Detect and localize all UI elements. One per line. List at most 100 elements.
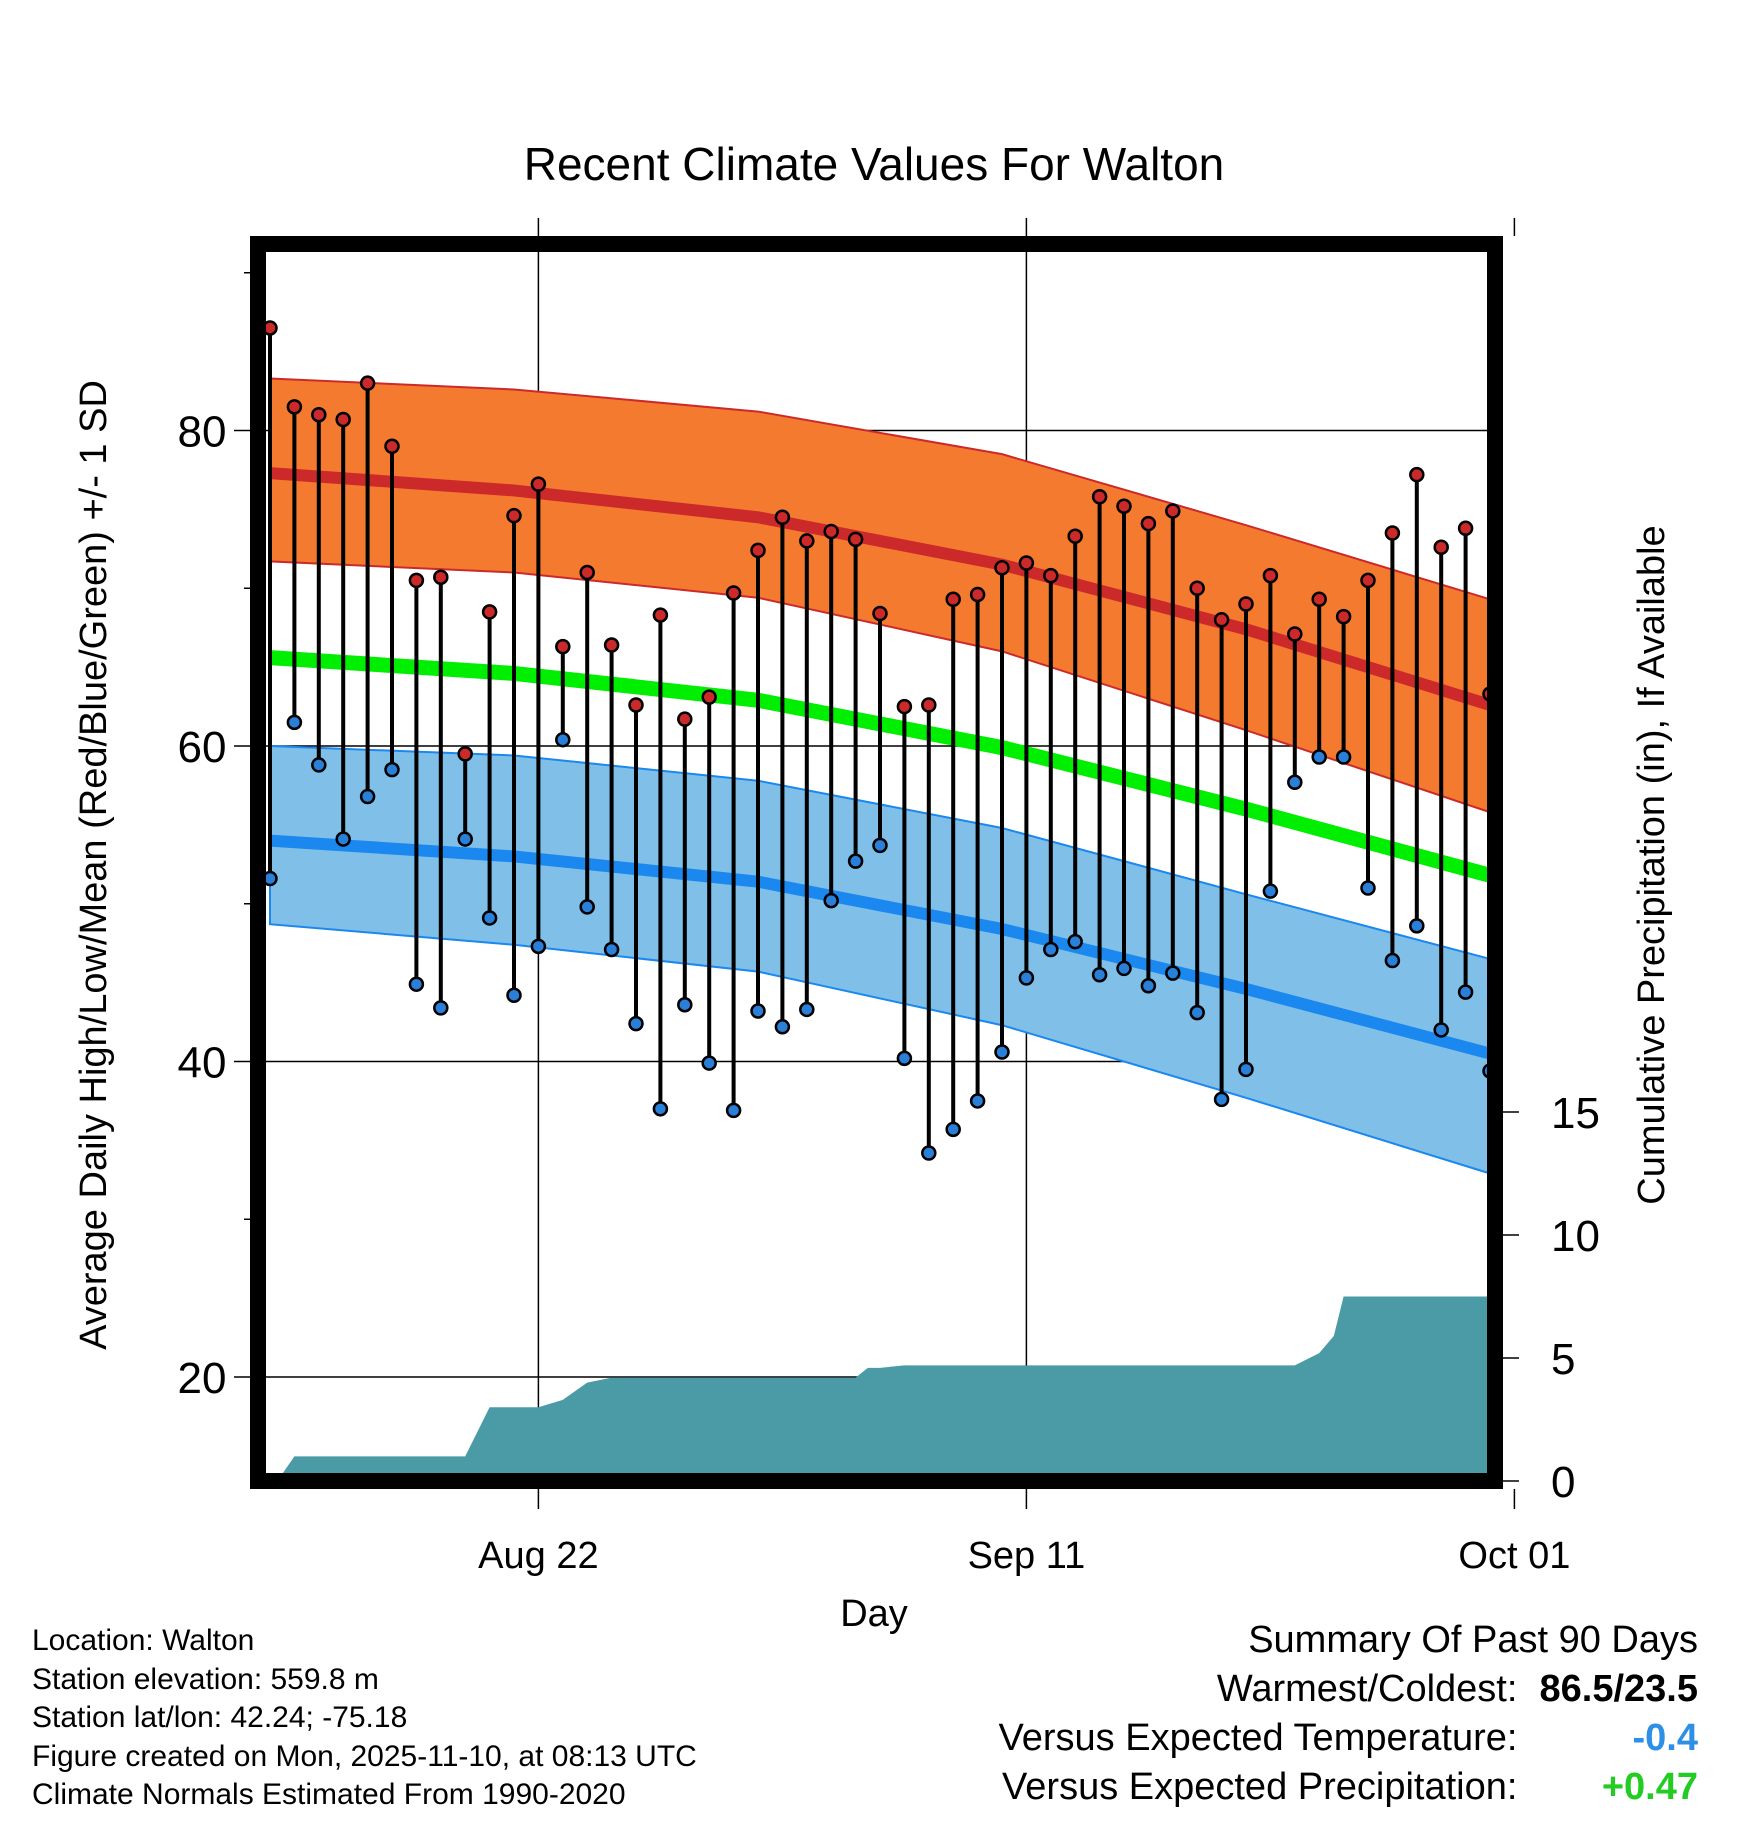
precipitation-anomaly-label: Versus Expected Precipitation:	[1002, 1766, 1518, 1808]
daily-low-point	[1457, 984, 1474, 1000]
daily-high-point	[652, 607, 669, 623]
plot-content	[258, 244, 1741, 1481]
daily-high-point	[579, 564, 595, 581]
y-tick-label: 80	[178, 408, 227, 457]
y-tick-label: 40	[178, 1039, 227, 1088]
daily-high-point	[1335, 608, 1352, 625]
daily-low-point	[603, 941, 620, 958]
daily-high-point	[1557, 501, 1570, 514]
daily-low-point	[1703, 1312, 1716, 1325]
daily-low-point	[628, 1015, 644, 1032]
daily-high-point	[1262, 567, 1279, 584]
daily-low-point	[823, 892, 839, 909]
daily-high-point	[750, 542, 766, 559]
precipitation-anomaly-row: Versus Expected Precipitation: +0.47	[999, 1763, 1698, 1812]
daily-high-point	[530, 476, 547, 492]
daily-low-point	[945, 1121, 961, 1138]
daily-low-point	[506, 987, 522, 1003]
daily-low-point	[433, 1000, 449, 1016]
x-tick-label: Aug 22	[478, 1535, 598, 1577]
daily-low-point	[1581, 954, 1594, 967]
y2-tick-label: 15	[1551, 1089, 1600, 1138]
daily-high-point	[945, 591, 961, 608]
daily-low-point	[1238, 1061, 1254, 1078]
daily-low-point	[1091, 966, 1108, 983]
daily-low-point	[1409, 918, 1425, 934]
daily-low-point	[1335, 749, 1352, 765]
daily-high-point	[603, 637, 620, 653]
chart-title: Recent Climate Values For Walton	[524, 138, 1225, 190]
daily-high-point	[725, 585, 742, 601]
daily-high-point	[1287, 626, 1303, 642]
daily-low-point	[1532, 1109, 1545, 1122]
low-normal-band	[269, 744, 1495, 1177]
daily-low-point	[1067, 933, 1083, 950]
daily-high-point	[408, 572, 425, 589]
daily-high-point	[799, 533, 815, 549]
daily-low-point	[1508, 1169, 1521, 1182]
daily-low-point	[701, 1055, 717, 1071]
daily-high-point	[1728, 687, 1741, 700]
daily-low-point	[652, 1101, 669, 1117]
daily-low-point	[1433, 1022, 1449, 1038]
daily-high-point	[506, 507, 522, 524]
daily-low-point	[384, 761, 400, 778]
daily-high-point	[433, 569, 449, 585]
daily-low-point	[1018, 970, 1035, 986]
temperature-anomaly-value: -0.4	[1632, 1717, 1698, 1759]
daily-low-point	[1360, 880, 1376, 896]
daily-high-point	[457, 746, 473, 762]
daily-high-point	[1165, 503, 1181, 519]
daily-high-point	[1384, 525, 1401, 541]
daily-high-point	[1532, 590, 1545, 603]
daily-high-point	[1091, 489, 1108, 505]
daily-high-point	[1067, 528, 1083, 544]
daily-high-point	[1457, 520, 1474, 537]
daily-low-point	[1384, 952, 1401, 969]
daily-low-point	[1679, 1263, 1692, 1276]
daily-low-point	[457, 831, 473, 847]
daily-high-point	[823, 523, 839, 540]
daily-low-point	[1189, 1004, 1205, 1021]
daily-high-point	[921, 697, 937, 713]
daily-high-point	[1213, 612, 1230, 628]
daily-low-point	[1262, 883, 1279, 899]
precipitation-area	[277, 1296, 1495, 1481]
precipitation-anomaly-value: +0.47	[1601, 1766, 1698, 1808]
daily-low-point	[530, 938, 547, 955]
daily-low-point	[750, 1003, 766, 1019]
x-tick-label: Sep 11	[968, 1535, 1086, 1577]
daily-low-point	[1213, 1091, 1230, 1108]
daily-high-point	[1508, 694, 1521, 707]
daily-high-point	[311, 406, 327, 423]
daily-high-point	[1238, 596, 1254, 612]
x-tick-label: Oct 01	[1458, 1535, 1570, 1577]
y2-tick-label: 0	[1551, 1458, 1575, 1507]
daily-low-point	[1043, 941, 1059, 958]
daily-high-point	[969, 586, 986, 603]
warmest-coldest-label: Warmest/Coldest:	[1216, 1668, 1518, 1710]
daily-low-point	[359, 788, 376, 805]
daily-low-point	[1728, 1061, 1741, 1074]
daily-low-point	[311, 757, 327, 773]
daily-low-point	[677, 996, 693, 1013]
daily-high-point	[1043, 567, 1059, 584]
daily-low-point	[555, 731, 571, 748]
daily-high-point	[677, 711, 693, 727]
daily-high-point	[481, 604, 498, 620]
daily-high-point	[1018, 555, 1035, 571]
daily-low-point	[799, 1001, 815, 1018]
warmest-coldest-value: 86.5/23.5	[1539, 1668, 1698, 1710]
temperature-anomaly-row: Versus Expected Temperature: -0.4	[999, 1714, 1698, 1763]
daily-low-point	[1165, 965, 1181, 981]
daily-low-point	[579, 899, 595, 915]
daily-high-point	[335, 411, 351, 428]
daily-high-point	[872, 605, 888, 622]
y-axis-label: Average Daily High/Low/Mean (Red/Blue/Gr…	[73, 380, 115, 1350]
daily-low-point	[847, 853, 864, 869]
station-info: Location: Walton Station elevation: 559.…	[32, 1622, 697, 1815]
high-normal-band	[269, 377, 1495, 815]
x-axis-label: Day	[840, 1593, 908, 1635]
daily-low-point	[969, 1093, 986, 1109]
